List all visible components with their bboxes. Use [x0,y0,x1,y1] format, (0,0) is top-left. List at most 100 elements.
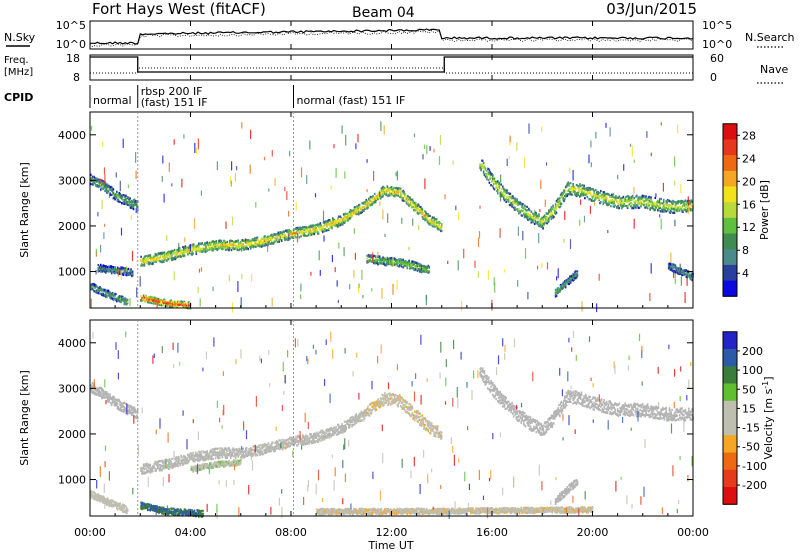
power-cell [397,195,399,197]
power-cell [501,188,503,190]
power-speckle [251,274,252,282]
power-cell [408,260,410,262]
power-cell [640,205,642,207]
power-speckle [338,300,339,303]
power-speckle [447,261,448,264]
power-cell [565,196,567,198]
power-speckle [610,127,611,136]
velocity-cell [108,398,110,400]
power-cell [422,208,424,210]
velocity-cell [192,452,194,454]
power-speckle [297,233,298,242]
power-cell [503,197,505,199]
power-speckle [605,123,606,128]
power-cell [522,203,524,205]
power-cell [568,185,570,187]
power-speckle [320,270,321,276]
velocity-cell [208,458,210,460]
power-cell [515,209,517,211]
power-cell [342,223,344,225]
velocity-cell [111,403,113,405]
power-cell [160,255,162,257]
power-cell [423,213,425,215]
power-cell [108,189,110,191]
power-cell [610,205,612,207]
power-cell [666,204,668,206]
power-speckle [104,224,105,227]
power-cell [351,210,353,212]
power-cell [499,186,501,188]
power-cell [644,204,646,206]
power-cell [253,245,255,247]
power-speckle [354,228,355,233]
power-speckle [309,141,310,150]
power-cell [511,206,513,208]
power-speckle [358,286,359,294]
velocity-cell [121,402,123,404]
power-speckle [231,181,232,187]
nave-right-tick-top: 60 [710,52,724,65]
power-cell [532,221,534,223]
power-speckle [323,235,324,241]
power-cell [595,189,597,191]
power-cell [346,216,348,218]
power-speckle [478,238,479,247]
power-cell [129,204,131,206]
power-speckle [504,269,505,272]
power-cell [375,255,377,257]
power-speckle [301,167,302,177]
power-speckle [558,268,559,278]
power-cell [623,196,625,198]
power-cell [663,199,665,201]
power-cell [171,301,173,303]
power-speckle [677,125,678,134]
power-cell [542,218,544,220]
noise-panel: N.Sky 10^5 10^0 10^5 10^0 N.Search [4,19,795,51]
power-speckle [213,287,214,291]
power-cell [116,269,118,271]
power-speckle [372,252,373,261]
power-colorbar-swatch [723,139,737,155]
power-cell [217,245,219,247]
power-cell [656,203,658,205]
power-cell [678,267,680,269]
power-cell [106,188,108,190]
power-cell [578,190,580,192]
velocity-cell [212,458,214,460]
power-speckle [494,282,495,293]
power-speckle [500,228,501,238]
power-cell [95,284,97,286]
power-speckle [355,143,356,149]
power-cell [128,198,130,200]
power-cell [589,198,591,200]
power-speckle [241,274,242,280]
power-speckle [315,193,316,197]
power-speckle [387,213,388,223]
power-speckle [371,288,372,291]
power-cell [400,188,402,190]
power-speckle [196,148,197,155]
power-cell [132,271,134,273]
power-cell [351,215,353,217]
power-cell [185,251,187,253]
power-cell [497,192,499,194]
power-cell [630,199,632,201]
power-cell [541,223,543,225]
power-cell [192,252,194,254]
power-cell [584,191,586,193]
power-cell [396,194,398,196]
power-speckle [288,211,289,217]
power-cell [92,176,94,178]
power-cell [115,293,117,295]
power-speckle [573,170,574,181]
power-speckle [135,152,136,163]
power-cell [428,213,430,215]
power-cell [211,243,213,245]
power-speckle [397,171,398,181]
power-speckle [171,183,172,186]
velocity-cell [108,401,110,403]
power-speckle [310,272,311,276]
power-cell [509,200,511,202]
power-cell [489,182,491,184]
